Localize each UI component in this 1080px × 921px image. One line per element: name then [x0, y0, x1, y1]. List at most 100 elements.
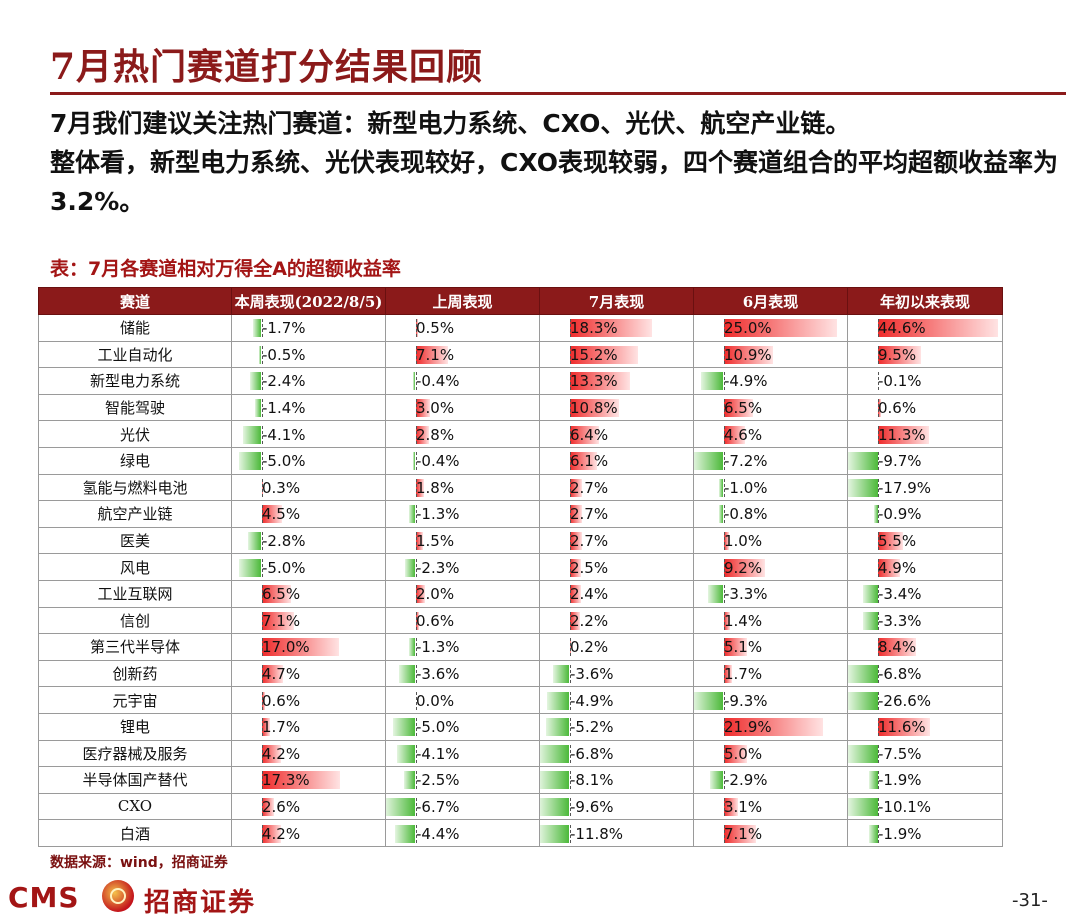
- positive-bar: [724, 558, 766, 577]
- value-cell: 0.6%: [385, 606, 540, 635]
- zero-axis-line: [878, 718, 879, 737]
- table-row: 医美 -2.8% 1.5% 2.7% 1.0% 5.5%: [38, 526, 1003, 555]
- zero-axis-line: [878, 505, 879, 524]
- value-label: -2.8%: [262, 532, 306, 551]
- value-label: -5.0%: [262, 452, 306, 471]
- zero-axis-line: [878, 425, 879, 444]
- zero-axis-line: [878, 399, 879, 418]
- positive-bar: [878, 399, 881, 418]
- zero-axis-line: [878, 771, 879, 790]
- negative-bar: [409, 505, 415, 524]
- value-label: -2.9%: [724, 771, 768, 790]
- zero-axis-line: [262, 478, 263, 497]
- zero-axis-line: [570, 665, 571, 684]
- positive-bar: [570, 505, 583, 524]
- value-cell: 4.2%: [231, 739, 386, 768]
- value-label: -3.4%: [878, 585, 922, 604]
- zero-axis-line: [724, 638, 725, 657]
- value-label: 2.4%: [570, 585, 609, 604]
- header-june: 6月表现: [693, 287, 848, 315]
- header-july: 7月表现: [539, 287, 694, 315]
- value-cell: 11.6%: [847, 712, 1003, 741]
- positive-bar: [724, 797, 738, 816]
- zero-axis-line: [724, 345, 725, 364]
- value-cell: 0.6%: [847, 393, 1003, 422]
- sector-name: 锂电: [38, 712, 232, 741]
- value-cell: -7.5%: [847, 739, 1003, 768]
- zero-axis-line: [878, 452, 879, 471]
- zero-axis-line: [416, 478, 417, 497]
- value-label: -4.1%: [416, 744, 460, 763]
- value-label: -1.9%: [878, 771, 922, 790]
- positive-bar: [724, 665, 732, 684]
- summary-line-1: 7月我们建议关注热门赛道：新型电力系统、CXO、光伏、航空产业链。: [50, 109, 851, 138]
- value-cell: 1.7%: [693, 659, 848, 688]
- zero-axis-line: [724, 532, 725, 551]
- value-label: 0.2%: [570, 638, 609, 657]
- positive-bar: [262, 824, 281, 843]
- zero-axis-line: [724, 478, 725, 497]
- sector-name: 氢能与燃料电池: [38, 473, 232, 502]
- zero-axis-line: [262, 585, 263, 604]
- zero-axis-line: [262, 372, 263, 391]
- negative-bar: [848, 797, 878, 816]
- positive-bar: [416, 345, 448, 364]
- value-cell: 7.1%: [385, 340, 540, 369]
- zero-axis-line: [878, 585, 879, 604]
- sector-name: 半导体国产替代: [38, 766, 232, 794]
- value-cell: 2.4%: [539, 579, 694, 608]
- sector-name: 信创: [38, 606, 232, 635]
- positive-bar: [724, 744, 747, 763]
- table-row: 工业自动化 -0.5% 7.1% 15.2% 10.9% 9.5%: [38, 340, 1003, 369]
- table-caption: 表：7月各赛道相对万得全A的超额收益率: [50, 258, 401, 280]
- value-label: 4.6%: [724, 425, 763, 444]
- table-row: 光伏 -4.1% 2.8% 6.4% 4.6% 11.3%: [38, 420, 1003, 448]
- value-label: 1.8%: [416, 478, 455, 497]
- value-label: -1.7%: [262, 319, 306, 338]
- value-label: -17.9%: [878, 478, 932, 497]
- zero-axis-line: [878, 744, 879, 763]
- value-cell: -2.5%: [385, 766, 540, 794]
- zero-axis-line: [262, 452, 263, 471]
- negative-bar: [694, 452, 723, 471]
- value-cell: -1.3%: [385, 500, 540, 528]
- value-cell: -1.9%: [847, 766, 1003, 794]
- value-label: -3.3%: [724, 585, 768, 604]
- value-cell: -3.4%: [847, 579, 1003, 608]
- value-label: -5.0%: [262, 558, 306, 577]
- value-label: 5.0%: [724, 744, 763, 763]
- table-row: 绿电 -5.0% -0.4% 6.1% -7.2% -9.7%: [38, 446, 1003, 475]
- positive-bar: [724, 399, 754, 418]
- value-label: 7.1%: [416, 345, 455, 364]
- negative-bar: [545, 718, 569, 737]
- value-label: -4.9%: [724, 372, 768, 391]
- zero-axis-line: [878, 691, 879, 710]
- value-cell: -5.0%: [385, 712, 540, 741]
- value-cell: -3.3%: [847, 606, 1003, 635]
- value-cell: 2.7%: [539, 473, 694, 502]
- positive-bar: [262, 638, 339, 657]
- value-cell: 6.4%: [539, 420, 694, 448]
- value-cell: 4.9%: [847, 553, 1003, 581]
- sector-name: 光伏: [38, 420, 232, 448]
- value-label: 2.2%: [570, 611, 609, 630]
- positive-bar: [570, 532, 583, 551]
- table-row: CXO 2.6% -6.7% -9.6% 3.1% -10.1%: [38, 792, 1003, 821]
- zero-axis-line: [570, 345, 571, 364]
- positive-bar: [262, 505, 283, 524]
- table-row: 锂电 1.7% -5.0% -5.2% 21.9% 11.6%: [38, 712, 1003, 741]
- value-cell: -1.3%: [385, 633, 540, 661]
- value-label: -5.0%: [416, 718, 460, 737]
- zero-axis-line: [570, 638, 571, 657]
- negative-bar: [848, 744, 878, 763]
- negative-bar: [403, 771, 415, 790]
- zero-axis-line: [724, 372, 725, 391]
- sector-name: 元宇宙: [38, 686, 232, 714]
- value-cell: -0.4%: [385, 367, 540, 395]
- positive-bar: [878, 558, 901, 577]
- value-cell: 5.0%: [693, 739, 848, 768]
- table-row: 智能驾驶 -1.4% 3.0% 10.8% 6.5% 0.6%: [38, 393, 1003, 422]
- positive-bar: [878, 718, 931, 737]
- zero-axis-line: [416, 505, 417, 524]
- sector-name: 工业自动化: [38, 340, 232, 369]
